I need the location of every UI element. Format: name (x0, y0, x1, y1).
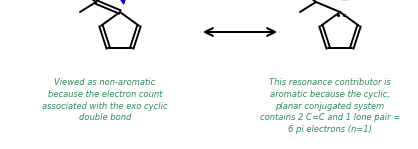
FancyArrowPatch shape (115, 0, 125, 3)
Text: −: − (340, 0, 350, 5)
Text: This resonance contributor is
aromatic because the cyclic,
planar conjugated sys: This resonance contributor is aromatic b… (260, 78, 400, 134)
Text: Viewed as non-aromatic
because the electron count
associated with the exo cyclic: Viewed as non-aromatic because the elect… (42, 78, 168, 122)
